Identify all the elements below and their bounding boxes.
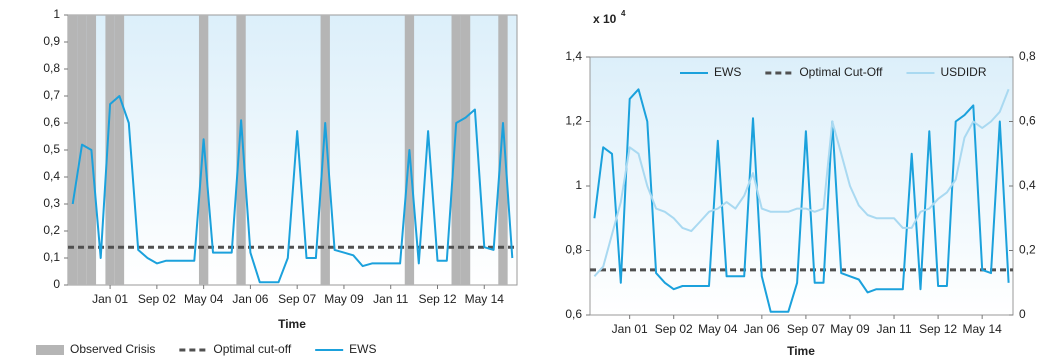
plot-area: [67, 14, 518, 286]
series-line: [71, 95, 514, 284]
legend-label: Optimal cut-off: [213, 342, 291, 356]
y-tick-label: 0,8: [565, 243, 582, 257]
legend-label: EWS: [349, 342, 376, 356]
plot-area: [589, 56, 1014, 316]
crisis-band: [114, 15, 125, 285]
x-tick-label: May 14: [962, 322, 1002, 336]
y-tick-label: 0,4: [1019, 178, 1036, 192]
x-tick-label: Jan 01: [92, 292, 128, 306]
crisis-band: [320, 15, 330, 285]
legend-label: EWS: [714, 65, 741, 79]
x-axis-title: Time: [278, 317, 306, 331]
y-tick-label: 0,8: [1019, 49, 1036, 63]
x-tick-label: Sep 07: [278, 292, 316, 306]
crisis-band: [498, 15, 508, 285]
x-tick-label: Jan 06: [232, 292, 268, 306]
crisis-band: [460, 15, 471, 285]
y-tick-label: 0,2: [43, 223, 60, 237]
y-tick-label: 0,3: [43, 196, 60, 210]
y-tick-label: 1,2: [565, 114, 582, 128]
y-tick-label: 1,4: [565, 49, 582, 63]
x-tick-label: Sep 02: [655, 322, 693, 336]
y-tick-label: 1: [53, 7, 60, 21]
x-tick-label: Sep 07: [787, 322, 825, 336]
y-tick-label: 0,7: [43, 88, 60, 102]
y-tick-label: 0,1: [43, 250, 60, 264]
x-tick-label: Sep 12: [919, 322, 957, 336]
y-tick-label: 0,8: [43, 61, 60, 75]
crisis-band: [105, 15, 115, 285]
x-tick-label: May 04: [184, 292, 224, 306]
y-tick-label: 0,2: [1019, 243, 1036, 257]
x-tick-label: Sep 02: [138, 292, 176, 306]
crisis-band: [236, 15, 246, 285]
legend-label: USDIDR: [940, 65, 986, 79]
x-tick-label: Jan 11: [876, 322, 911, 336]
legend-swatch: [36, 345, 64, 355]
y-tick-label: 0,6: [565, 307, 582, 321]
y-tick-label: 0: [53, 277, 60, 291]
y-tick-label: 1: [575, 178, 582, 192]
x-tick-label: May 09: [324, 292, 364, 306]
x-tick-label: Sep 12: [418, 292, 456, 306]
x-axis-title: Time: [787, 344, 815, 358]
y-tick-label: 0,6: [43, 115, 60, 129]
y-tick-label: 0: [1019, 307, 1026, 321]
x-tick-label: May 09: [830, 322, 870, 336]
x-tick-label: May 04: [698, 322, 738, 336]
series-line: [593, 88, 1010, 277]
y-tick-label: 0,4: [43, 169, 60, 183]
crisis-band: [451, 15, 461, 285]
x-tick-label: May 14: [465, 292, 505, 306]
series-line: [593, 88, 1010, 313]
legend-label: Observed Crisis: [70, 342, 155, 356]
legend-label: Optimal Cut-Off: [799, 65, 883, 79]
y-axis-exponent: 4: [621, 9, 626, 18]
x-tick-label: Jan 06: [744, 322, 780, 336]
x-tick-label: Jan 01: [612, 322, 648, 336]
y-tick-label: 0,9: [43, 34, 60, 48]
y-axis-title: x 10: [593, 12, 617, 26]
y-tick-label: 0,6: [1019, 114, 1036, 128]
y-tick-label: 0,5: [43, 142, 60, 156]
crisis-band: [68, 15, 78, 285]
x-tick-label: Jan 11: [373, 292, 408, 306]
